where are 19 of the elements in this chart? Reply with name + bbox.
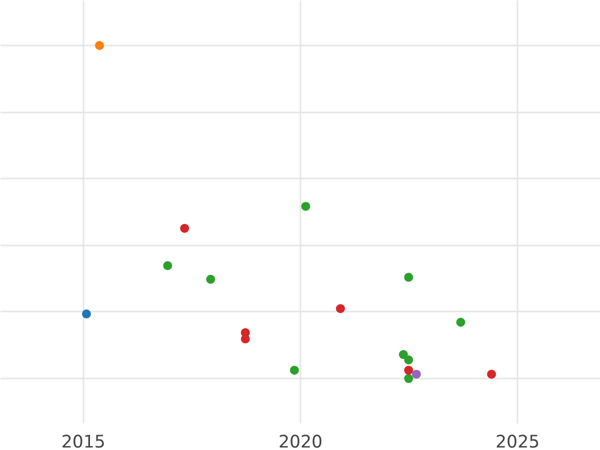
point (398, 350, 408, 360)
point (290, 366, 299, 375)
point (82, 309, 91, 318)
point (404, 374, 414, 384)
point (94, 40, 104, 50)
point (180, 224, 190, 233)
point (404, 366, 414, 375)
point (404, 355, 414, 364)
point (487, 370, 496, 379)
point (163, 261, 172, 270)
x-tick-label: 2015 (61, 432, 106, 450)
point (404, 272, 414, 282)
point (336, 304, 345, 314)
x-tick-label: 2020 (278, 432, 323, 450)
x-tick-label: 2025 (496, 432, 540, 450)
point (206, 274, 216, 284)
point (301, 202, 310, 211)
point (456, 318, 466, 327)
point (412, 370, 421, 379)
